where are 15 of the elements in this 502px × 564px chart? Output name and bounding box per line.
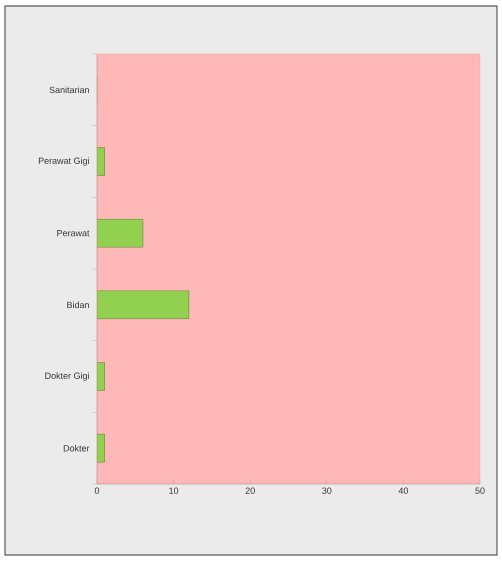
bar <box>97 290 190 320</box>
bar <box>97 434 105 462</box>
x-tick-label: 40 <box>398 488 408 494</box>
x-tick-label: 0 <box>94 488 100 494</box>
x-tick-label: 20 <box>246 488 255 494</box>
bar <box>97 218 144 248</box>
x-tick-label: 30 <box>322 488 332 494</box>
x-tick-label: 10 <box>169 488 178 494</box>
y-tick-label: Dokter <box>64 444 90 452</box>
y-tick-label: Bidan <box>67 302 89 308</box>
x-tick-label: 50 <box>475 488 485 494</box>
y-tick-label: Perawat Gigi <box>38 157 89 166</box>
y-tick-label: Perawat <box>57 230 90 236</box>
y-tick-label: Dokter Gigi <box>45 372 89 381</box>
y-tick-label: Sanitarian <box>50 86 89 94</box>
